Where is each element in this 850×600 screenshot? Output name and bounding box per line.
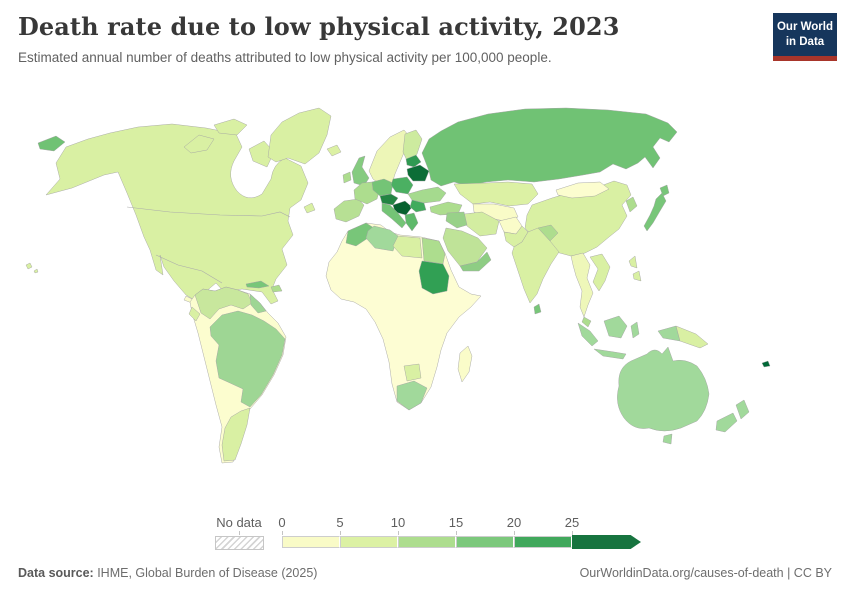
region-poland[interactable]	[390, 176, 414, 195]
region-hawaii-1[interactable]	[25, 262, 33, 270]
region-ireland[interactable]	[342, 171, 352, 184]
region-greenland[interactable]	[267, 107, 332, 165]
legend-tickmark	[282, 531, 283, 535]
region-kazakhstan[interactable]	[453, 181, 539, 207]
region-guyanas[interactable]	[249, 293, 267, 314]
region-fiji[interactable]	[761, 360, 771, 368]
region-belarus-lithuania[interactable]	[406, 164, 430, 182]
region-japan-honshu[interactable]	[643, 192, 667, 232]
region-hispaniola[interactable]	[270, 284, 283, 293]
region-borneo[interactable]	[603, 315, 628, 339]
region-chukotka-wrap[interactable]	[37, 135, 66, 152]
legend-bin-10-15[interactable]	[398, 536, 456, 548]
legend-tick-15: 15	[448, 515, 464, 530]
legend-tick-5: 5	[336, 515, 344, 530]
region-nz-north-island[interactable]	[735, 399, 750, 420]
page-title: Death rate due to low physical activity,…	[18, 12, 620, 41]
region-myanmar-thailand[interactable]	[570, 252, 594, 318]
region-vietnam[interactable]	[589, 253, 611, 292]
region-iceland[interactable]	[326, 144, 342, 157]
legend-tickmark	[398, 531, 399, 535]
us-mexico-border	[155, 254, 223, 284]
data-source-label: Data source:	[18, 566, 94, 580]
region-baffin-island[interactable]	[248, 140, 275, 168]
region-finland[interactable]	[402, 129, 423, 166]
region-arctic-island-2[interactable]	[213, 118, 248, 136]
legend-scale: 0 5 10 15 20 25	[278, 514, 652, 556]
region-mongolia[interactable]	[555, 181, 610, 199]
legend-bin-5-10[interactable]	[340, 536, 398, 548]
region-papua-new-guinea[interactable]	[675, 325, 709, 349]
region-north-america[interactable]	[45, 123, 309, 305]
region-philippines-2[interactable]	[632, 270, 642, 282]
owid-logo-line1: Our World	[776, 21, 833, 34]
region-romania[interactable]	[409, 199, 427, 213]
region-tasmania[interactable]	[662, 433, 673, 445]
region-algeria[interactable]	[365, 225, 399, 252]
legend-bin-0-5[interactable]	[282, 536, 340, 548]
data-source: Data source: IHME, Global Burden of Dise…	[18, 566, 317, 580]
region-czech-austria[interactable]	[379, 193, 399, 206]
chart-header: Death rate due to low physical activity,…	[18, 12, 758, 65]
legend-tick-25: 25	[564, 515, 580, 530]
region-united-kingdom[interactable]	[351, 155, 370, 187]
region-sumatra[interactable]	[577, 322, 599, 347]
legend-bin-15-20[interactable]	[456, 536, 514, 548]
region-india[interactable]	[511, 227, 560, 304]
region-botswana-zimbabwe[interactable]	[403, 363, 422, 382]
legend-tick-10: 10	[390, 515, 406, 530]
region-iberia[interactable]	[333, 198, 365, 223]
region-egypt[interactable]	[421, 237, 446, 265]
region-greece[interactable]	[404, 212, 419, 232]
no-data-label: No data	[216, 515, 262, 530]
legend-tick-20: 20	[506, 515, 522, 530]
region-baltics[interactable]	[405, 154, 422, 168]
owid-logo-accent-bar	[773, 56, 837, 61]
region-java[interactable]	[593, 348, 627, 360]
map-legend: No data 0 5 10 15 20 25	[0, 514, 850, 556]
region-sudan[interactable]	[418, 260, 450, 295]
region-iran[interactable]	[463, 211, 500, 237]
legend-tickmark	[456, 531, 457, 535]
region-malaysia[interactable]	[581, 316, 592, 328]
region-hawaii-2[interactable]	[33, 268, 39, 274]
region-italy[interactable]	[381, 202, 407, 229]
region-argentina[interactable]	[221, 407, 251, 462]
region-sulawesi[interactable]	[630, 321, 640, 339]
chart-subtitle: Estimated annual number of deaths attrib…	[18, 50, 552, 65]
data-source-text: IHME, Global Burden of Disease (2025)	[93, 566, 318, 580]
region-korea[interactable]	[625, 196, 638, 213]
chart-footer: Data source: IHME, Global Burden of Dise…	[0, 566, 850, 580]
region-sri-lanka[interactable]	[533, 303, 542, 315]
region-russia[interactable]	[421, 107, 678, 187]
no-data-tick	[239, 531, 240, 535]
region-philippines-1[interactable]	[628, 255, 638, 269]
owid-logo-line2: in Data	[785, 35, 825, 48]
region-yemen-oman[interactable]	[459, 251, 492, 272]
world-choropleth-map	[10, 95, 840, 505]
region-nz-south-island[interactable]	[715, 412, 738, 433]
legend-bin-25+[interactable]	[572, 535, 641, 549]
region-libya[interactable]	[392, 235, 423, 259]
owid-logo-box: Our World in Data	[773, 13, 837, 56]
legend-tickmark	[340, 531, 341, 535]
region-madagascar[interactable]	[457, 345, 473, 383]
credit-link[interactable]: OurWorldinData.org/causes-of-death | CC …	[579, 566, 832, 580]
legend-tick-0: 0	[278, 515, 286, 530]
region-south-africa[interactable]	[396, 380, 428, 411]
region-ecuador[interactable]	[188, 306, 201, 322]
region-newfoundland[interactable]	[303, 202, 316, 214]
legend-tickmark	[514, 531, 515, 535]
region-arctic-island-1[interactable]	[183, 134, 215, 154]
region-brazil[interactable]	[209, 310, 286, 408]
region-cuba[interactable]	[245, 280, 270, 289]
region-australia[interactable]	[617, 346, 710, 432]
no-data-swatch[interactable]	[215, 536, 264, 550]
region-iraq-syria[interactable]	[445, 211, 468, 229]
legend-bin-20-25[interactable]	[514, 536, 572, 548]
owid-logo[interactable]: Our World in Data	[773, 13, 837, 61]
legend-tickmark	[572, 531, 573, 535]
us-canada-border	[126, 206, 291, 218]
